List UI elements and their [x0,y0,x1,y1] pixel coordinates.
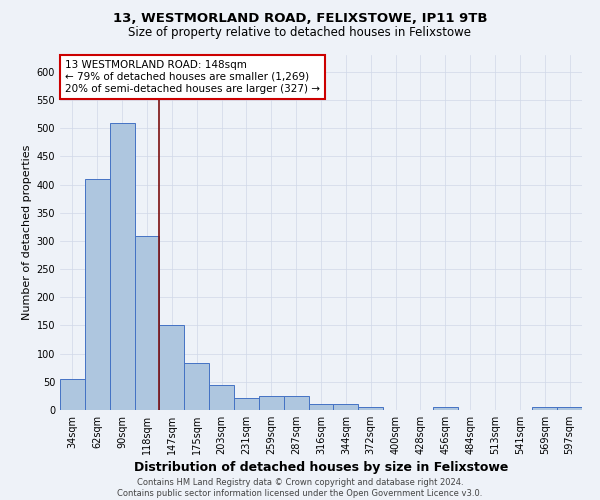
Bar [284,396,308,410]
Bar [259,396,284,410]
Bar [60,379,85,410]
Bar [358,406,383,410]
Bar [433,406,458,410]
Bar [557,407,582,410]
Bar [334,404,358,410]
Text: 13, WESTMORLAND ROAD, FELIXSTOWE, IP11 9TB: 13, WESTMORLAND ROAD, FELIXSTOWE, IP11 9… [113,12,487,26]
Text: 13 WESTMORLAND ROAD: 148sqm
← 79% of detached houses are smaller (1,269)
20% of : 13 WESTMORLAND ROAD: 148sqm ← 79% of det… [65,60,320,94]
Bar [209,384,234,410]
Bar [184,363,209,410]
Bar [234,398,259,410]
Bar [160,326,184,410]
X-axis label: Distribution of detached houses by size in Felixstowe: Distribution of detached houses by size … [134,461,508,474]
Bar [110,122,134,410]
Bar [308,404,334,410]
Text: Size of property relative to detached houses in Felixstowe: Size of property relative to detached ho… [128,26,472,39]
Y-axis label: Number of detached properties: Number of detached properties [22,145,32,320]
Bar [532,407,557,410]
Text: Contains HM Land Registry data © Crown copyright and database right 2024.
Contai: Contains HM Land Registry data © Crown c… [118,478,482,498]
Bar [134,236,160,410]
Bar [85,179,110,410]
